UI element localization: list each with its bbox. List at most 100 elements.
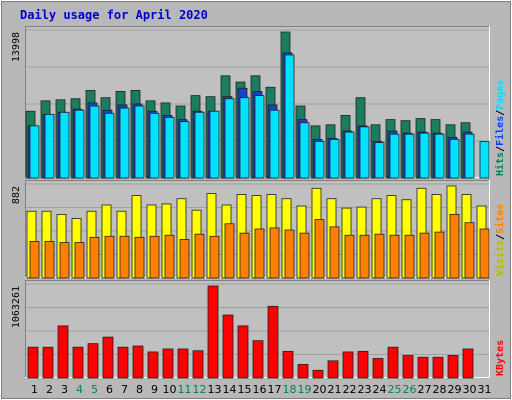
- legend-entry: Sites: [494, 204, 506, 234]
- bar-sites: [179, 239, 190, 279]
- x-tick-label: 10: [163, 383, 177, 396]
- legend-entry: KBytes: [495, 340, 506, 376]
- legend-entry: Visits: [494, 240, 506, 276]
- bar-kbytes: [432, 356, 444, 379]
- x-tick-label: 12: [193, 383, 207, 396]
- x-tick-label: 18: [283, 383, 297, 396]
- x-tick-label: 15: [238, 383, 252, 396]
- bar-sites: [464, 222, 475, 279]
- bar-pages: [449, 139, 460, 179]
- bar-sites: [59, 242, 70, 279]
- bar-sites: [329, 226, 340, 279]
- bar-pages: [389, 133, 400, 179]
- bar-kbytes: [72, 346, 84, 379]
- bar-pages: [104, 112, 115, 179]
- x-tick-label: 21: [328, 383, 342, 396]
- bar-pages: [164, 117, 175, 179]
- bar-pages: [284, 54, 295, 179]
- bar-sites: [104, 235, 115, 279]
- bar-sites: [254, 228, 265, 279]
- bar-pages: [434, 133, 445, 179]
- bar-pages: [254, 95, 265, 179]
- bar-kbytes: [342, 351, 354, 379]
- bar-kbytes: [327, 360, 339, 379]
- bar-kbytes: [162, 348, 174, 379]
- y-max-tick-label: 882: [11, 186, 22, 204]
- bar-kbytes: [27, 346, 39, 379]
- bar-kbytes: [282, 350, 294, 379]
- bar-pages: [194, 111, 205, 179]
- bar-kbytes: [192, 350, 204, 379]
- bar-pages: [269, 109, 280, 179]
- bar-pages: [29, 125, 40, 179]
- bar-kbytes: [57, 325, 69, 379]
- x-tick-label: 3: [61, 383, 68, 396]
- bar-pages: [359, 126, 370, 179]
- x-tick-label: 19: [298, 383, 312, 396]
- bar-kbytes: [207, 285, 219, 379]
- bar-pages: [239, 97, 250, 179]
- x-tick-label: 5: [91, 383, 98, 396]
- bar-sites: [284, 229, 295, 279]
- chart-title: Daily usage for April 2020: [20, 8, 208, 22]
- bar-kbytes: [387, 346, 399, 379]
- panel-visits-sites: 882 Visits/Sites: [11, 180, 506, 279]
- x-axis-tick-labels: 1 2 3 4 5 6 7 8 9 10 11 12 13 14 15 16 17 18 19 20 21 22 23 24 2…: [31, 383, 492, 396]
- bar-kbytes: [87, 343, 99, 379]
- bar-kbytes: [252, 340, 264, 379]
- bar-sites: [389, 234, 400, 279]
- bar-kbytes: [102, 336, 114, 379]
- y-max-tick-label: 13998: [11, 32, 22, 62]
- bar-pages: [179, 121, 190, 179]
- bar-sites: [449, 213, 460, 279]
- x-tick-label: 11: [178, 383, 192, 396]
- x-tick-label: 31: [478, 383, 492, 396]
- legend-kbytes: KBytes: [495, 340, 506, 376]
- x-tick-label: 1: [31, 383, 38, 396]
- bar-sites: [404, 234, 415, 279]
- x-tick-label: 26: [403, 383, 417, 396]
- bar-pages: [59, 111, 70, 179]
- x-tick-label: 14: [223, 383, 237, 396]
- bar-pages: [299, 122, 310, 179]
- x-tick-label: 6: [106, 383, 113, 396]
- bar-sites: [344, 234, 355, 279]
- x-tick-label: 28: [433, 383, 447, 396]
- bar-kbytes: [222, 314, 234, 379]
- x-tick-label: 4: [76, 383, 83, 396]
- bar-sites: [44, 241, 55, 279]
- bar-kbytes: [267, 305, 279, 379]
- bar-pages: [344, 131, 355, 179]
- bar-pages: [89, 105, 100, 179]
- bar-sites: [419, 232, 430, 279]
- bar-sites: [209, 235, 220, 279]
- bar-kbytes: [117, 346, 129, 379]
- x-tick-label: 17: [268, 383, 282, 396]
- x-tick-label: 9: [151, 383, 158, 396]
- bar-pages: [419, 132, 430, 179]
- x-tick-label: 20: [313, 383, 327, 396]
- bar-pages: [374, 142, 385, 179]
- bar-kbytes: [417, 356, 429, 379]
- bar-kbytes: [177, 348, 189, 379]
- x-tick-label: 24: [373, 383, 387, 396]
- bar-kbytes: [447, 355, 459, 379]
- legend-entry: Pages: [495, 80, 506, 110]
- bar-pages: [329, 139, 340, 179]
- panel-kbytes: 1063261 KBytes: [11, 280, 506, 379]
- bar-kbytes: [312, 369, 324, 379]
- panel-hits-files-pages: 13998 Hits/Files/Pages: [11, 26, 506, 179]
- bar-pages: [314, 141, 325, 179]
- x-tick-label: 27: [418, 383, 432, 396]
- bar-pages: [44, 113, 55, 179]
- bar-kbytes: [372, 358, 384, 379]
- y-max-tick-label: 1063261: [11, 286, 22, 328]
- legend-entry: Hits: [494, 152, 506, 176]
- x-tick-label: 30: [463, 383, 477, 396]
- bar-pages: [479, 141, 490, 179]
- bar-sites: [314, 219, 325, 279]
- bar-sites: [359, 234, 370, 279]
- bar-pages: [149, 112, 160, 179]
- bar-sites: [89, 236, 100, 279]
